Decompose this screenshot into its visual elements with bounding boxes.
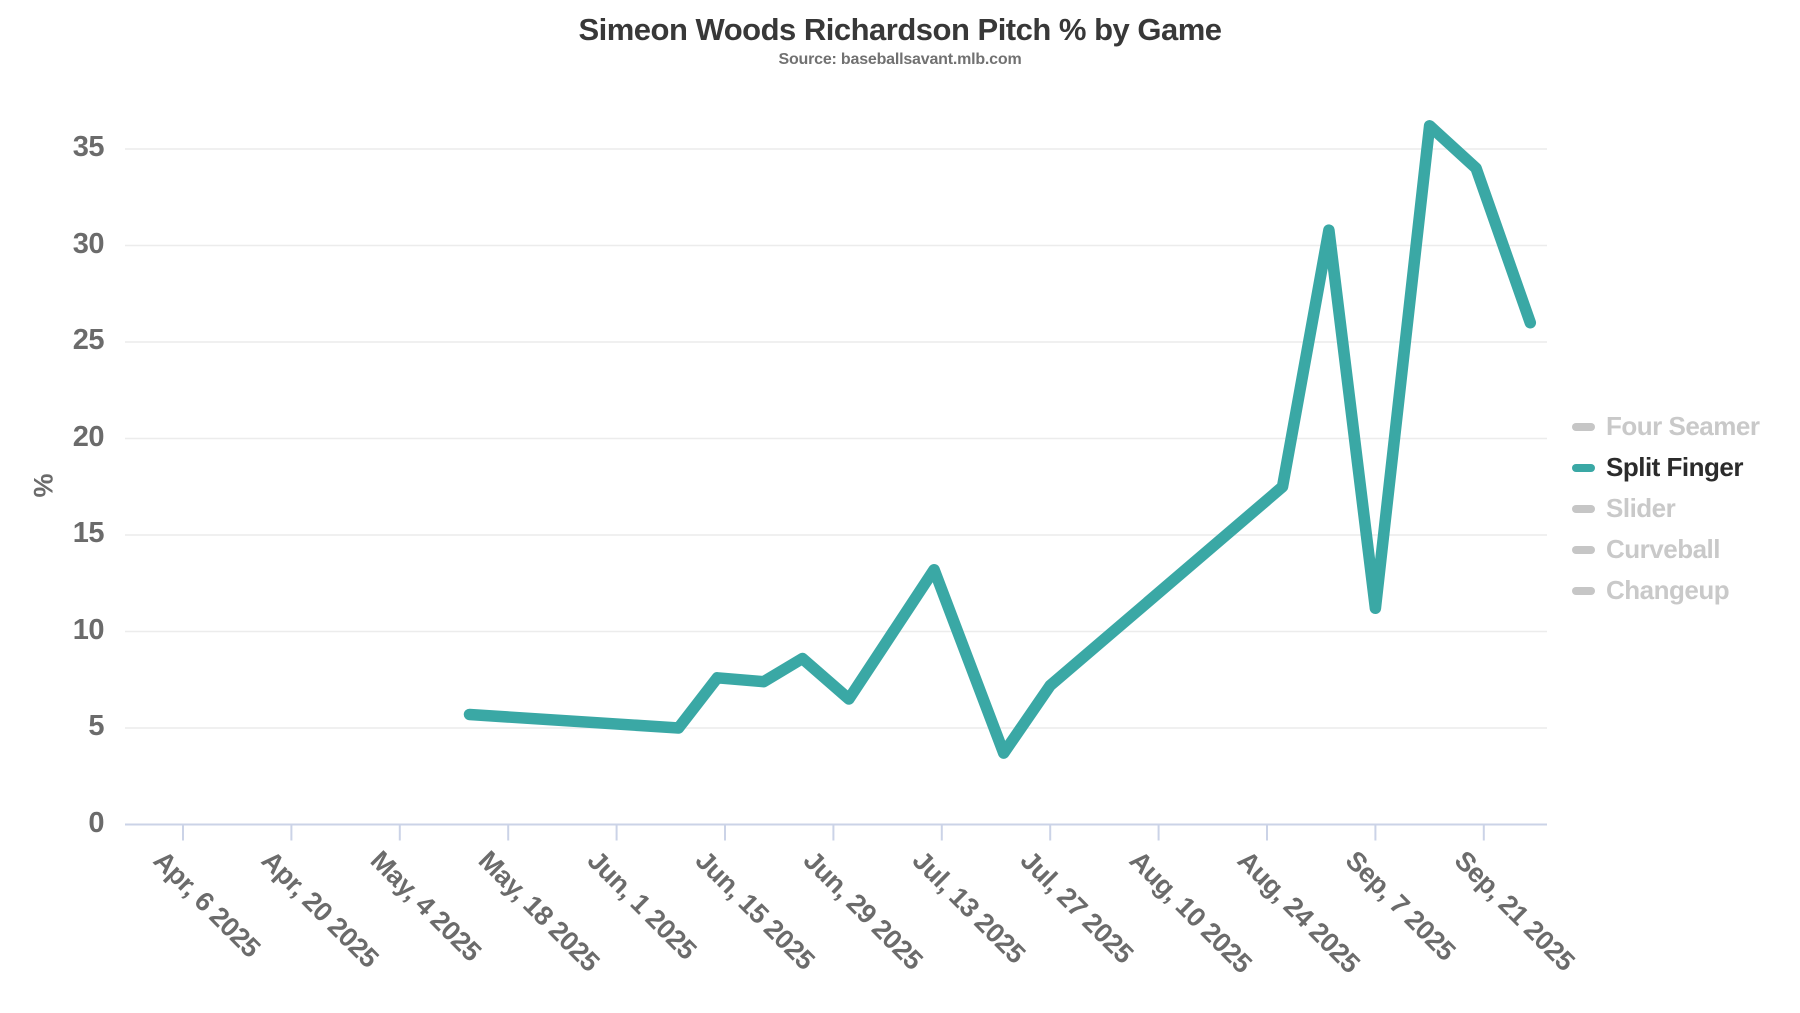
legend-item-curveball[interactable]: Curveball	[1572, 529, 1759, 570]
legend-swatch-icon	[1572, 545, 1595, 554]
chart-source-subtitle: Source: baseballsavant.mlb.com	[778, 51, 1022, 68]
legend-item-changeup[interactable]: Changeup	[1572, 570, 1759, 611]
legend-swatch-icon	[1572, 422, 1595, 431]
y-tick-label-15: 15	[72, 517, 105, 550]
legend-item-split-finger[interactable]: Split Finger	[1572, 447, 1759, 488]
y-tick-label-35: 35	[72, 131, 105, 164]
legend-label: Changeup	[1606, 575, 1730, 605]
legend-item-slider[interactable]: Slider	[1572, 488, 1759, 529]
legend-label: Curveball	[1606, 534, 1721, 564]
legend-label: Four Seamer	[1606, 411, 1760, 441]
legend-item-four-seamer[interactable]: Four Seamer	[1572, 406, 1760, 447]
legend-label: Split Finger	[1606, 452, 1744, 482]
legend-swatch-icon	[1572, 463, 1595, 472]
legend-swatch-icon	[1572, 586, 1595, 595]
legend-label: Slider	[1606, 493, 1676, 523]
y-tick-label-30: 30	[72, 227, 105, 260]
y-axis-title-percent: %	[28, 473, 59, 498]
legend-swatch-icon	[1572, 504, 1595, 513]
y-tick-label-0: 0	[88, 806, 104, 839]
y-tick-label-10: 10	[72, 613, 105, 646]
y-tick-label-5: 5	[88, 710, 104, 743]
y-tick-label-25: 25	[72, 324, 105, 357]
chart-title: Simeon Woods Richardson Pitch % by Game	[578, 12, 1222, 47]
legend: Four Seamer Split Finger Slider Curveball Ch…	[1572, 406, 1760, 611]
series-line-split-finger[interactable]	[463, 120, 1537, 759]
y-tick-label-20: 20	[72, 420, 105, 453]
